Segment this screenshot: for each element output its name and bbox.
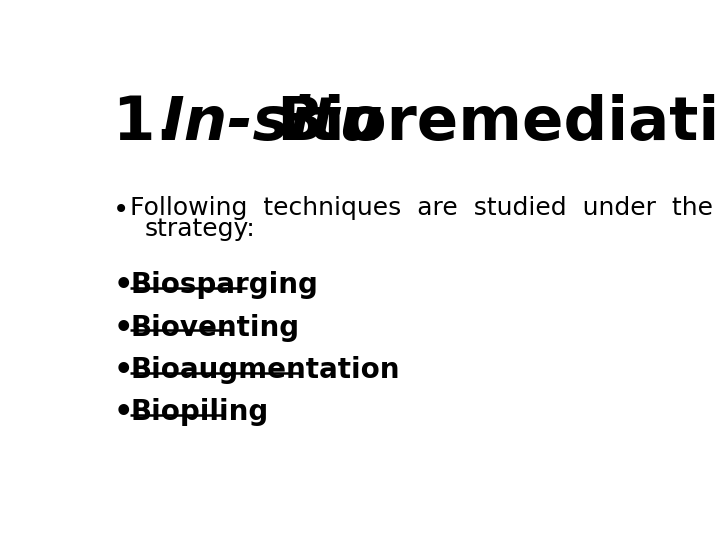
Text: •: • (113, 271, 132, 300)
Text: strategy:: strategy: (144, 217, 255, 241)
Text: •: • (113, 314, 132, 342)
Text: 1.: 1. (113, 94, 200, 153)
Text: Bioremediation: Bioremediation (256, 94, 720, 153)
Text: Bioventing: Bioventing (130, 314, 300, 341)
Text: •: • (113, 356, 132, 385)
Text: In-situ: In-situ (161, 94, 383, 153)
Text: Biopiling: Biopiling (130, 398, 269, 426)
Text: Following  techniques  are  studied  under  the: Following techniques are studied under t… (130, 195, 714, 220)
Text: •: • (113, 398, 132, 427)
Text: Biosparging: Biosparging (130, 271, 318, 299)
Text: •: • (113, 195, 130, 224)
Text: Bioaugmentation: Bioaugmentation (130, 356, 400, 384)
